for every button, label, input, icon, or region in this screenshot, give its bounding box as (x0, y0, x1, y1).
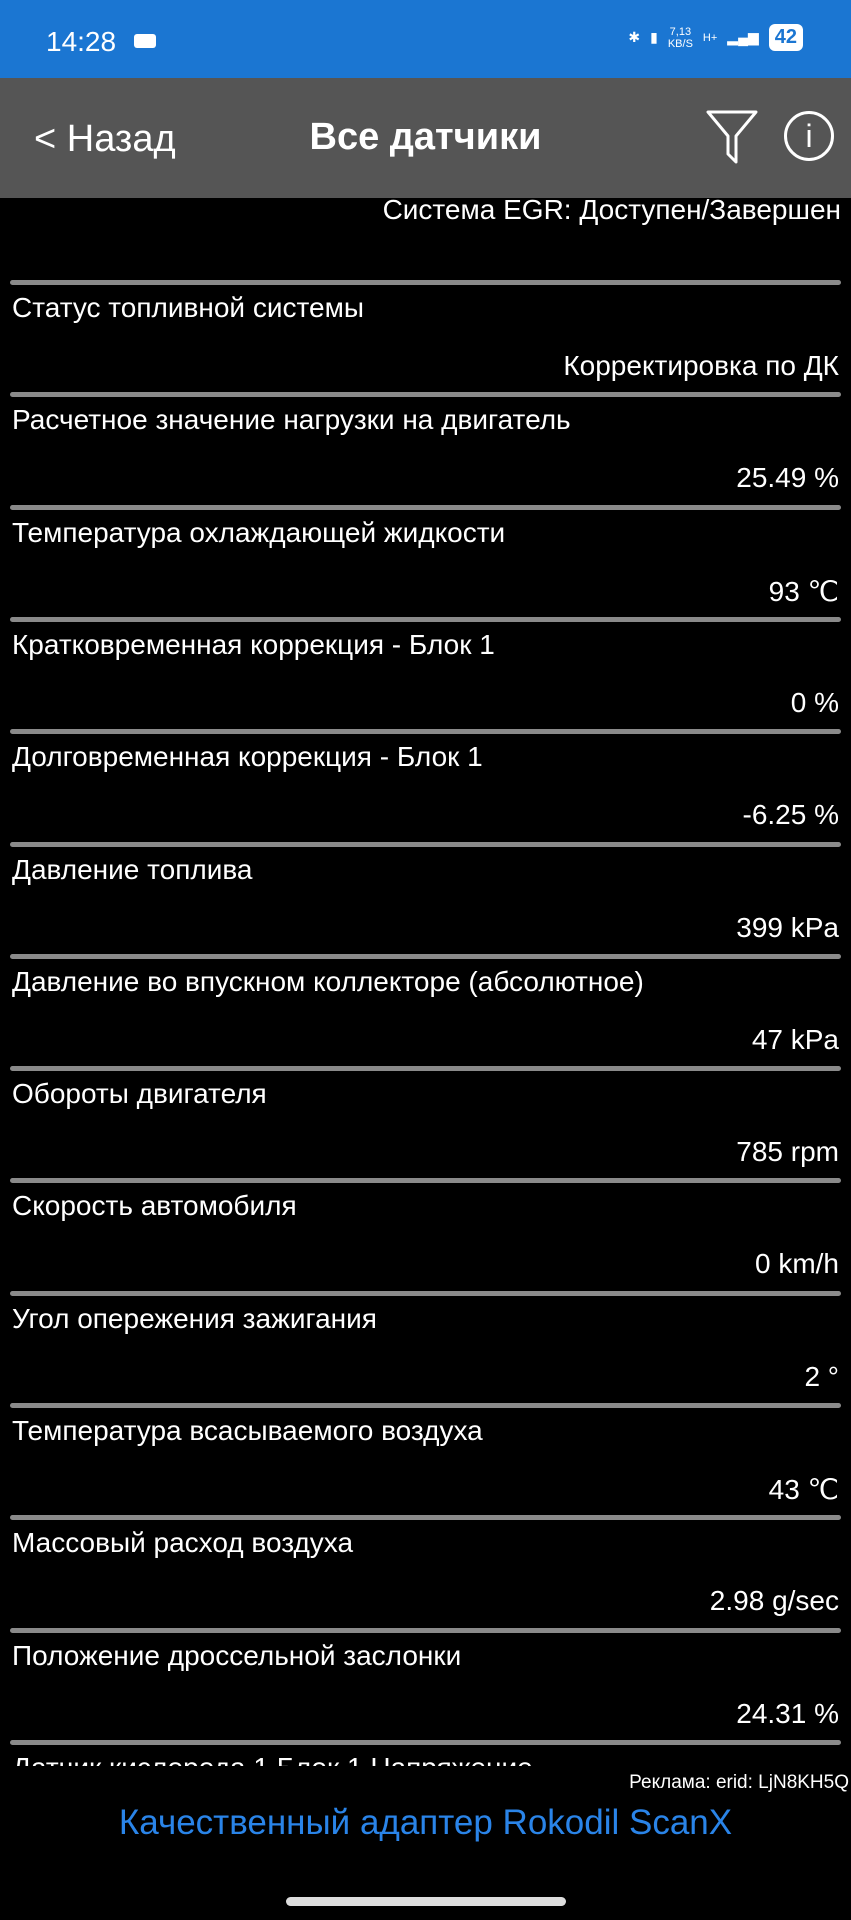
sensor-label: Положение дроссельной заслонки (12, 1639, 462, 1671)
sensor-row[interactable]: Скорость автомобиля 0 km/h (0, 1178, 851, 1290)
sensor-row[interactable]: Температура всасываемого воздуха 43 ℃ (0, 1403, 851, 1515)
filter-icon[interactable] (706, 110, 758, 166)
sensor-value: 785 rpm (736, 1136, 839, 1168)
sensor-value: 399 kPa (736, 911, 839, 943)
sensor-value: 2 ° (804, 1360, 839, 1392)
divider (10, 1403, 841, 1408)
sensor-list: Система EGR: Доступен/Завершен Статус то… (0, 198, 851, 1766)
sensor-row[interactable]: Расчетное значение нагрузки на двигатель… (0, 392, 851, 504)
divider (10, 1290, 841, 1296)
sensor-row[interactable]: Температура охлаждающей жидкости 93 ℃ (0, 504, 851, 617)
divider (10, 504, 841, 510)
sensor-label: Температура всасываемого воздуха (12, 1415, 483, 1446)
sensor-label: Обороты двигателя (12, 1078, 267, 1110)
sensor-row[interactable]: Обороты двигателя 785 rpm (0, 1066, 851, 1178)
battery-icon: 42 (768, 24, 803, 51)
divider (10, 280, 841, 285)
sensor-row[interactable]: Массовый расход воздуха 2.98 g/sec (0, 1515, 851, 1627)
divider (10, 392, 841, 398)
clock: 14:28 (46, 26, 117, 57)
network-type: H+ (702, 31, 718, 44)
sensor-row[interactable]: Давление во впускном коллекторе (абсолют… (0, 953, 851, 1066)
sensor-row[interactable]: Статус топливной системы Корректировка п… (0, 280, 851, 392)
sensor-value: 25.49 % (736, 462, 839, 494)
app-header: < Назад Все датчики i (0, 78, 851, 198)
ad-label: Реклама: erid: LjN8KH5Q (629, 1772, 849, 1793)
sensor-label: Температура охлаждающей жидкости (12, 516, 506, 548)
sensor-value: 43 ℃ (768, 1474, 839, 1505)
sensor-value: 47 kPa (751, 1023, 839, 1055)
status-icons: ✱ ▮ 7,13 KB/S H+ ▂▄▆ 42 (628, 24, 803, 51)
sensor-row[interactable]: Угол опережения зажигания 2 ° (0, 1290, 851, 1403)
divider (10, 1066, 841, 1072)
sensor-label: Долговременная коррекция - Блок 1 (12, 741, 483, 773)
check-engine-icon (134, 34, 156, 48)
divider (10, 953, 841, 959)
page-title: Все датчики (309, 116, 542, 158)
info-icon[interactable]: i (784, 111, 834, 161)
sensor-row[interactable]: Кратковременная коррекция - Блок 1 0 % (0, 616, 851, 729)
sensor-row[interactable]: Давление топлива 399 kPa (0, 841, 851, 954)
divider (10, 729, 841, 735)
back-button[interactable]: < Назад (34, 118, 176, 160)
ad-banner-link[interactable]: Качественный адаптер Rokodil ScanX (118, 1803, 733, 1842)
divider (10, 1627, 841, 1633)
signal-icon: ▂▄▆ (727, 29, 759, 45)
sensor-label: Датчик кислорода 1 Блок 1 Напряжение (12, 1752, 533, 1766)
sensor-label: Скорость автомобиля (12, 1190, 297, 1222)
divider (10, 616, 841, 622)
bluetooth-icon: ✱ (628, 29, 641, 45)
sensor-label: Кратковременная коррекция - Блок 1 (12, 628, 495, 660)
sensor-label: Статус топливной системы (12, 292, 364, 323)
egr-system-value: Система EGR: Доступен/Завершен (382, 198, 841, 225)
sensor-value: Корректировка по ДК (563, 350, 839, 381)
sensor-label: Расчетное значение нагрузки на двигатель (12, 404, 571, 436)
divider (10, 1178, 841, 1184)
network-speed: 7,13 KB/S (667, 25, 693, 50)
sensor-label: Массовый расход воздуха (12, 1527, 354, 1559)
sensor-value: 93 ℃ (768, 575, 839, 607)
home-indicator[interactable] (286, 1897, 566, 1906)
sensor-row[interactable]: Датчик кислорода 1 Блок 1 Напряжение (0, 1739, 851, 1766)
divider (10, 1515, 841, 1521)
sensor-row[interactable]: Положение дроссельной заслонки 24.31 % (0, 1627, 851, 1740)
vibrate-icon: ▮ (650, 29, 658, 45)
sensor-label: Угол опережения зажигания (12, 1302, 377, 1334)
sensor-value: 2.98 g/sec (709, 1585, 839, 1617)
sensor-row[interactable]: Долговременная коррекция - Блок 1 -6.25 … (0, 729, 851, 841)
status-bar: 14:28 ✱ ▮ 7,13 KB/S H+ ▂▄▆ 42 (0, 0, 851, 78)
sensor-value: 0 km/h (754, 1248, 839, 1280)
sensor-value: 24.31 % (736, 1697, 839, 1729)
divider (10, 1739, 841, 1745)
sensor-value: 0 % (790, 686, 839, 718)
sensor-label: Давление во впускном коллекторе (абсолют… (12, 965, 644, 997)
sensor-label: Давление топлива (12, 853, 253, 885)
sensor-value: -6.25 % (742, 799, 840, 831)
divider (10, 841, 841, 847)
